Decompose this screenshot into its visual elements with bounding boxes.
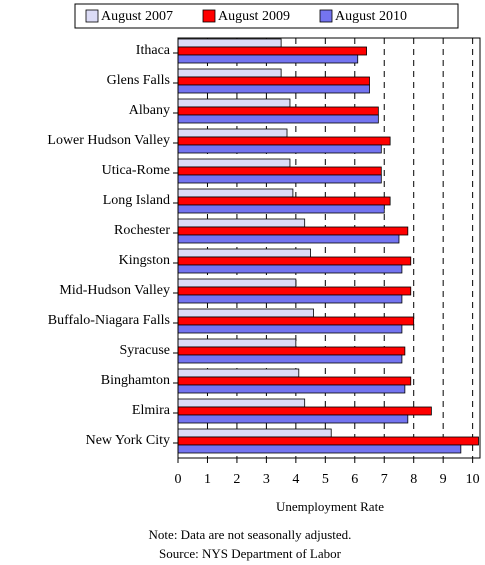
y-tick-label: New York City — [86, 433, 170, 448]
bar — [177, 294, 403, 304]
x-tick-label: 10 — [466, 472, 480, 487]
y-tick-label: Elmira — [132, 403, 171, 418]
bar — [177, 158, 291, 168]
bar — [177, 384, 406, 394]
bar — [177, 166, 382, 176]
x-axis-label: Unemployment Rate — [276, 499, 384, 514]
y-tick-label: Binghamton — [101, 373, 170, 388]
bar — [177, 264, 403, 274]
bar — [177, 436, 479, 446]
y-tick-label: Mid-Hudson Valley — [59, 283, 170, 298]
bar — [177, 368, 300, 378]
legend-swatch — [85, 9, 99, 23]
x-tick-label: 1 — [204, 472, 211, 487]
x-tick-label: 9 — [440, 472, 447, 487]
bar — [177, 128, 288, 138]
y-tick-label: Ithaca — [136, 43, 171, 58]
bar — [177, 226, 409, 236]
bar — [177, 324, 403, 334]
bar — [177, 256, 412, 266]
y-tick-label: Albany — [129, 103, 170, 118]
bar — [177, 114, 379, 124]
x-tick-label: 0 — [175, 472, 182, 487]
bar — [177, 308, 314, 318]
bar — [177, 174, 382, 184]
bar — [177, 286, 412, 296]
bar — [177, 46, 367, 56]
bar — [177, 316, 415, 326]
legend-box — [74, 3, 459, 29]
bar — [177, 354, 403, 364]
y-tick-label: Kingston — [119, 253, 170, 268]
bar — [177, 204, 385, 214]
bar — [177, 218, 306, 228]
bar — [177, 106, 379, 116]
bar — [177, 38, 282, 48]
bar — [177, 248, 311, 258]
bar — [177, 234, 400, 244]
bar — [177, 444, 462, 454]
legend-label: August 2010 — [335, 9, 407, 24]
x-tick-label: 3 — [263, 472, 270, 487]
source: Source: NYS Department of Labor — [159, 546, 342, 561]
bar — [177, 376, 412, 386]
x-tick-label: 4 — [292, 472, 299, 487]
bar — [177, 346, 406, 356]
bar — [177, 68, 282, 78]
bar — [177, 84, 370, 94]
bar — [177, 98, 291, 108]
bar — [177, 144, 382, 154]
x-tick-label: 7 — [381, 472, 388, 487]
bar — [177, 398, 306, 408]
legend-swatch — [202, 9, 216, 23]
y-tick-label: Long Island — [103, 193, 170, 208]
y-tick-label: Rochester — [114, 223, 170, 238]
legend-label: August 2009 — [218, 9, 290, 24]
note: Note: Data are not seasonally adjusted. — [149, 527, 352, 542]
x-tick-label: 6 — [351, 472, 358, 487]
x-tick-label: 5 — [322, 472, 329, 487]
y-tick-label: Lower Hudson Valley — [47, 133, 170, 148]
bar — [177, 278, 297, 288]
bar — [177, 428, 332, 438]
x-tick-label: 2 — [233, 472, 240, 487]
bar — [177, 76, 370, 86]
bar — [177, 338, 297, 348]
bar — [177, 54, 359, 64]
bar — [177, 136, 391, 146]
y-tick-label: Utica-Rome — [102, 163, 170, 178]
bar — [177, 406, 432, 416]
legend-label: August 2007 — [101, 9, 173, 24]
y-tick-label: Buffalo-Niagara Falls — [48, 313, 170, 328]
bar — [177, 196, 391, 206]
bar — [177, 188, 294, 198]
y-tick-label: Syracuse — [119, 343, 170, 358]
legend-swatch — [319, 9, 333, 23]
x-tick-label: 8 — [410, 472, 417, 487]
y-tick-label: Glens Falls — [107, 73, 170, 88]
bar — [177, 414, 409, 424]
